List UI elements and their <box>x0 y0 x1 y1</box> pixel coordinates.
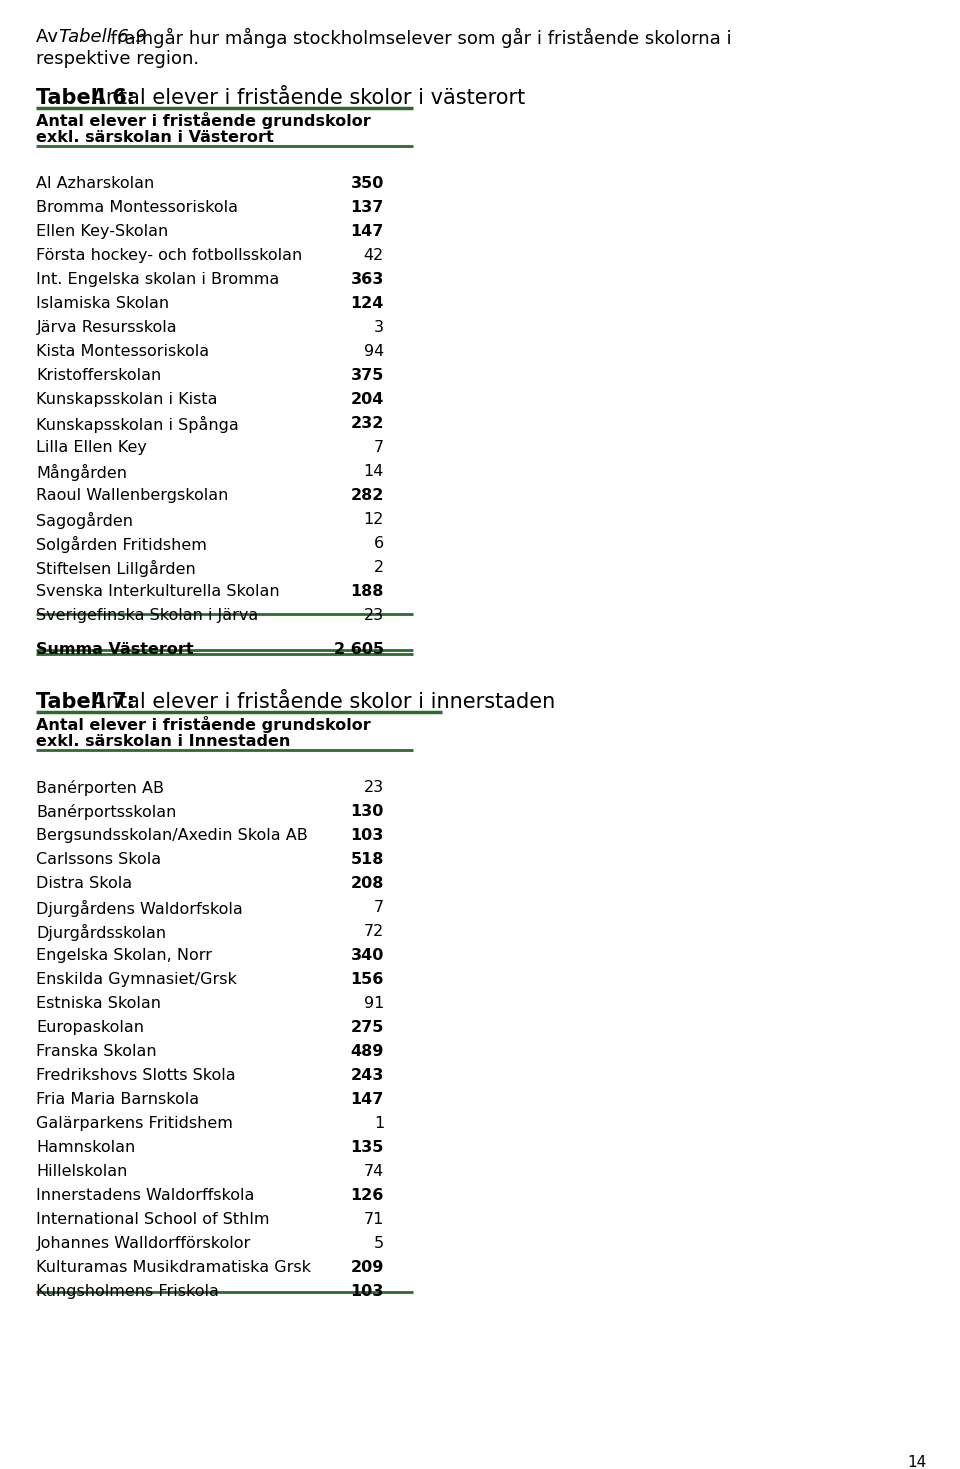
Text: 232: 232 <box>350 416 384 430</box>
Text: 2 605: 2 605 <box>334 642 384 657</box>
Text: Solgården Fritidshem: Solgården Fritidshem <box>36 536 207 552</box>
Text: Kunskapsskolan i Kista: Kunskapsskolan i Kista <box>36 392 218 407</box>
Text: 72: 72 <box>364 924 384 939</box>
Text: exkl. särskolan i Västerort: exkl. särskolan i Västerort <box>36 129 275 145</box>
Text: Antal elever i fristående skolor i innerstaden: Antal elever i fristående skolor i inner… <box>84 692 555 712</box>
Text: 7: 7 <box>373 441 384 455</box>
Text: 3: 3 <box>374 320 384 335</box>
Text: 282: 282 <box>350 488 384 502</box>
Text: 2: 2 <box>373 560 384 574</box>
Text: 23: 23 <box>364 608 384 623</box>
Text: exkl. särskolan i Innestaden: exkl. särskolan i Innestaden <box>36 734 291 749</box>
Text: Djurgårdsskolan: Djurgårdsskolan <box>36 924 167 942</box>
Text: Distra Skola: Distra Skola <box>36 876 132 892</box>
Text: 103: 103 <box>350 829 384 843</box>
Text: 5: 5 <box>373 1235 384 1252</box>
Text: framgår hur många stockholmselever som går i fristående skolorna i: framgår hur många stockholmselever som g… <box>106 28 732 48</box>
Text: 350: 350 <box>350 176 384 191</box>
Text: Första hockey- och fotbollsskolan: Första hockey- och fotbollsskolan <box>36 248 302 263</box>
Text: 208: 208 <box>350 876 384 892</box>
Text: 340: 340 <box>350 948 384 964</box>
Text: 204: 204 <box>350 392 384 407</box>
Text: Tabell 6:: Tabell 6: <box>36 88 135 109</box>
Text: Hillelskolan: Hillelskolan <box>36 1163 128 1180</box>
Text: Raoul Wallenbergskolan: Raoul Wallenbergskolan <box>36 488 228 502</box>
Text: 14: 14 <box>907 1454 926 1469</box>
Text: 375: 375 <box>350 369 384 383</box>
Text: International School of Sthlm: International School of Sthlm <box>36 1212 270 1227</box>
Text: Kungsholmens Friskola: Kungsholmens Friskola <box>36 1284 219 1299</box>
Text: 137: 137 <box>350 200 384 214</box>
Text: Carlssons Skola: Carlssons Skola <box>36 852 161 867</box>
Text: Fria Maria Barnskola: Fria Maria Barnskola <box>36 1091 200 1108</box>
Text: Fredrikshovs Slotts Skola: Fredrikshovs Slotts Skola <box>36 1068 236 1083</box>
Text: Engelska Skolan, Norr: Engelska Skolan, Norr <box>36 948 212 964</box>
Text: Kista Montessoriskola: Kista Montessoriskola <box>36 344 209 358</box>
Text: Summa Västerort: Summa Västerort <box>36 642 194 657</box>
Text: 7: 7 <box>373 900 384 915</box>
Text: Tabell 7:: Tabell 7: <box>36 692 135 712</box>
Text: 363: 363 <box>350 272 384 286</box>
Text: Johannes Walldorfförskolor: Johannes Walldorfförskolor <box>36 1235 251 1252</box>
Text: Galärparkens Fritidshem: Galärparkens Fritidshem <box>36 1116 233 1131</box>
Text: 126: 126 <box>350 1188 384 1203</box>
Text: Europaskolan: Europaskolan <box>36 1019 144 1036</box>
Text: 42: 42 <box>364 248 384 263</box>
Text: 275: 275 <box>350 1019 384 1036</box>
Text: 135: 135 <box>350 1140 384 1155</box>
Text: Innerstadens Waldorffskola: Innerstadens Waldorffskola <box>36 1188 254 1203</box>
Text: 94: 94 <box>364 344 384 358</box>
Text: 147: 147 <box>350 1091 384 1108</box>
Text: 6: 6 <box>373 536 384 551</box>
Text: Antal elever i fristående grundskolor: Antal elever i fristående grundskolor <box>36 715 372 733</box>
Text: 12: 12 <box>364 513 384 527</box>
Text: Sagogården: Sagogården <box>36 513 133 529</box>
Text: 124: 124 <box>350 295 384 311</box>
Text: 23: 23 <box>364 780 384 795</box>
Text: Kulturamas Musikdramatiska Grsk: Kulturamas Musikdramatiska Grsk <box>36 1260 311 1275</box>
Text: 91: 91 <box>364 996 384 1011</box>
Text: Banérportsskolan: Banérportsskolan <box>36 804 177 820</box>
Text: Banérporten AB: Banérporten AB <box>36 780 164 796</box>
Text: Svenska Interkulturella Skolan: Svenska Interkulturella Skolan <box>36 585 280 599</box>
Text: Antal elever i fristående grundskolor: Antal elever i fristående grundskolor <box>36 112 372 129</box>
Text: Al Azharskolan: Al Azharskolan <box>36 176 155 191</box>
Text: Estniska Skolan: Estniska Skolan <box>36 996 161 1011</box>
Text: 71: 71 <box>364 1212 384 1227</box>
Text: Lilla Ellen Key: Lilla Ellen Key <box>36 441 147 455</box>
Text: Enskilda Gymnasiet/Grsk: Enskilda Gymnasiet/Grsk <box>36 972 237 987</box>
Text: Sverigefinska Skolan i Järva: Sverigefinska Skolan i Järva <box>36 608 259 623</box>
Text: Ellen Key-Skolan: Ellen Key-Skolan <box>36 223 169 239</box>
Text: Kunskapsskolan i Spånga: Kunskapsskolan i Spånga <box>36 416 239 433</box>
Text: Int. Engelska skolan i Bromma: Int. Engelska skolan i Bromma <box>36 272 279 286</box>
Text: Stiftelsen Lillgården: Stiftelsen Lillgården <box>36 560 196 577</box>
Text: Mångården: Mångården <box>36 464 128 480</box>
Text: Franska Skolan: Franska Skolan <box>36 1044 157 1059</box>
Text: 14: 14 <box>364 464 384 479</box>
Text: Hamnskolan: Hamnskolan <box>36 1140 135 1155</box>
Text: Djurgårdens Waldorfskola: Djurgårdens Waldorfskola <box>36 900 243 917</box>
Text: Antal elever i fristående skolor i västerort: Antal elever i fristående skolor i väste… <box>84 88 525 109</box>
Text: 103: 103 <box>350 1284 384 1299</box>
Text: Järva Resursskola: Järva Resursskola <box>36 320 177 335</box>
Text: Av: Av <box>36 28 64 46</box>
Text: respektive region.: respektive region. <box>36 50 200 68</box>
Text: Tabell 6-9: Tabell 6-9 <box>59 28 147 46</box>
Text: Bergsundsskolan/Axedin Skola AB: Bergsundsskolan/Axedin Skola AB <box>36 829 308 843</box>
Text: 209: 209 <box>350 1260 384 1275</box>
Text: Bromma Montessoriskola: Bromma Montessoriskola <box>36 200 238 214</box>
Text: Kristofferskolan: Kristofferskolan <box>36 369 161 383</box>
Text: 74: 74 <box>364 1163 384 1180</box>
Text: 518: 518 <box>350 852 384 867</box>
Text: 1: 1 <box>373 1116 384 1131</box>
Text: Islamiska Skolan: Islamiska Skolan <box>36 295 170 311</box>
Text: 156: 156 <box>350 972 384 987</box>
Text: 489: 489 <box>350 1044 384 1059</box>
Text: 147: 147 <box>350 223 384 239</box>
Text: 243: 243 <box>350 1068 384 1083</box>
Text: 188: 188 <box>350 585 384 599</box>
Text: 130: 130 <box>350 804 384 820</box>
